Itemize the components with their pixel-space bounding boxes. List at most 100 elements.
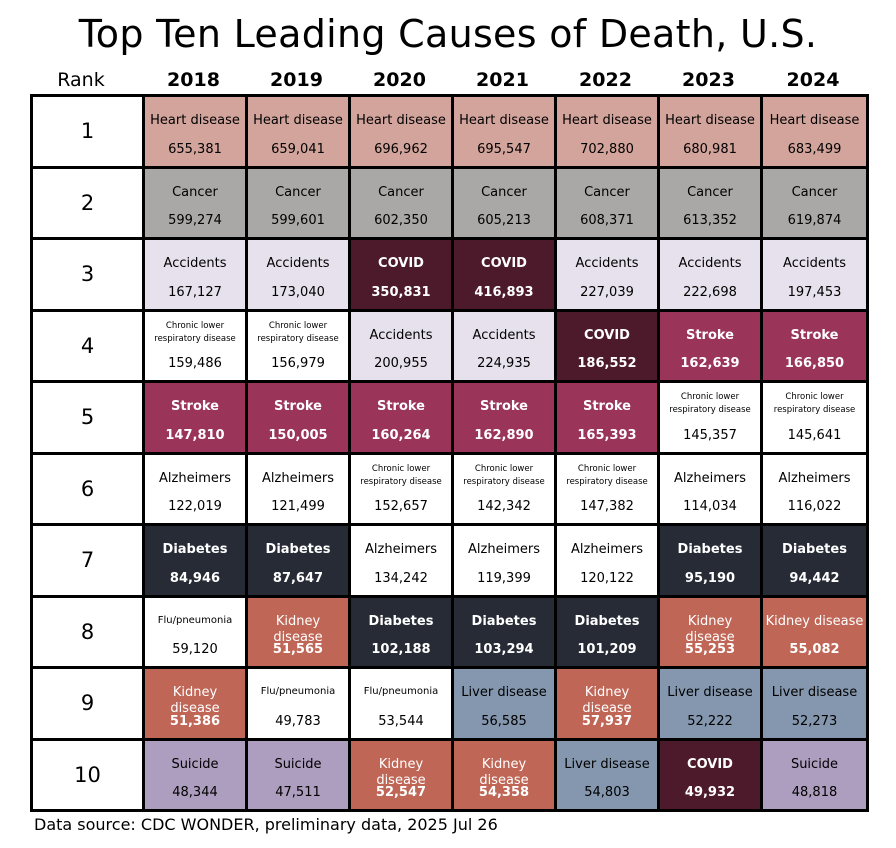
death-count: 122,019 — [168, 499, 222, 514]
cause-label: Alzheimers — [365, 542, 437, 557]
cause-label: Cancer — [791, 185, 838, 200]
death-count: 51,386 — [169, 714, 221, 729]
cause-label: Chronic lower respiratory disease — [257, 321, 339, 344]
cause-label: Heart disease — [356, 113, 446, 128]
death-count: 200,955 — [374, 356, 428, 371]
death-count: 55,253 — [684, 642, 736, 657]
cause-label: Heart disease — [150, 113, 240, 128]
cell-2018-rank-9: Kidney disease 51,386 — [142, 666, 248, 741]
death-count: 56,585 — [481, 714, 527, 729]
cell-2020-rank-4: Accidents 200,955 — [348, 309, 454, 383]
cause-label: Accidents — [575, 256, 639, 271]
death-count: 696,962 — [374, 142, 428, 157]
cause-label: Flu/pneumonia — [157, 615, 233, 626]
cell-2023-rank-4: Stroke 162,639 — [657, 309, 763, 383]
cause-label: Cancer — [378, 185, 424, 200]
cell-2023-rank-9: Liver disease 52,222 — [657, 666, 763, 741]
cell-2018-rank-3: Accidents 167,127 — [142, 237, 248, 312]
cause-label: Kidney disease — [582, 685, 632, 716]
death-count: 613,352 — [683, 213, 737, 228]
cause-label: Kidney disease — [170, 685, 220, 716]
death-count: 49,783 — [275, 714, 321, 729]
cause-label: Liver disease — [564, 757, 650, 772]
cause-label: Diabetes — [162, 542, 228, 557]
cell-2023-rank-1: Heart disease 680,981 — [657, 94, 763, 169]
death-count: 186,552 — [577, 356, 637, 371]
death-count: 659,041 — [271, 142, 325, 157]
cell-2024-rank-8: Kidney disease 55,082 — [760, 595, 869, 669]
cause-label: Heart disease — [769, 113, 860, 128]
death-count: 655,381 — [168, 142, 222, 157]
cell-2022-rank-10: Liver disease 54,803 — [554, 738, 660, 812]
cause-label: Flu/pneumonia — [363, 686, 439, 697]
cause-label: COVID — [378, 256, 424, 271]
year-header-2023: 2023 — [682, 69, 735, 91]
cause-label: Alzheimers — [778, 471, 851, 486]
cause-label: Cancer — [481, 185, 527, 200]
cause-label: Kidney disease — [685, 614, 735, 645]
cause-label: Chronic lower respiratory disease — [360, 464, 442, 487]
cause-label: Liver disease — [461, 685, 547, 700]
death-count: 162,639 — [680, 356, 740, 371]
cell-2023-rank-2: Cancer 613,352 — [657, 166, 763, 240]
death-count: 222,698 — [683, 285, 737, 300]
death-count: 608,371 — [580, 213, 634, 228]
cell-2018-rank-4: Chronic lower respiratory disease 159,486 — [142, 309, 248, 383]
cell-2018-rank-7: Diabetes 84,946 — [142, 523, 248, 598]
cell-2020-rank-8: Diabetes 102,188 — [348, 595, 454, 669]
cause-label: Stroke — [479, 399, 529, 414]
cause-label: Chronic lower respiratory disease — [463, 464, 545, 487]
year-header-2018: 2018 — [167, 69, 220, 91]
cause-label: Chronic lower respiratory disease — [154, 321, 236, 344]
death-count: 150,005 — [268, 428, 328, 443]
death-count: 103,294 — [474, 642, 534, 657]
cause-label: Accidents — [369, 328, 433, 343]
cause-label: Alzheimers — [571, 542, 643, 557]
year-header-2021: 2021 — [476, 69, 529, 91]
cause-label: Diabetes — [782, 542, 847, 557]
death-count: 142,342 — [477, 499, 531, 514]
cell-2024-rank-1: Heart disease 683,499 — [760, 94, 869, 169]
cell-2020-rank-10: Kidney disease 52,547 — [348, 738, 454, 812]
death-count: 680,981 — [683, 142, 737, 157]
death-count: 87,647 — [272, 571, 324, 586]
rank-cell-7: 7 — [30, 523, 145, 598]
cause-label: Accidents — [163, 256, 227, 271]
cause-label: Cancer — [172, 185, 218, 200]
year-header-2019: 2019 — [270, 69, 323, 91]
cell-2024-rank-10: Suicide 48,818 — [760, 738, 869, 812]
death-count: 94,442 — [789, 571, 840, 586]
death-count: 54,358 — [478, 785, 530, 800]
death-count: 599,601 — [271, 213, 325, 228]
death-count: 59,120 — [172, 642, 218, 657]
cause-label: Chronic lower respiratory disease — [669, 392, 751, 415]
death-count: 147,810 — [165, 428, 225, 443]
cause-label: Stroke — [273, 399, 323, 414]
data-source-note: Data source: CDC WONDER, preliminary dat… — [34, 815, 498, 834]
death-count: 416,893 — [474, 285, 534, 300]
cell-2023-rank-5: Chronic lower respiratory disease 145,357 — [657, 380, 763, 455]
cell-2018-rank-1: Heart disease 655,381 — [142, 94, 248, 169]
rank-cell-10: 10 — [30, 738, 145, 812]
cell-2020-rank-2: Cancer 602,350 — [348, 166, 454, 240]
cell-2024-rank-7: Diabetes 94,442 — [760, 523, 869, 598]
cell-2024-rank-3: Accidents 197,453 — [760, 237, 869, 312]
cause-label: Stroke — [685, 328, 735, 343]
cause-label: Accidents — [266, 256, 330, 271]
cell-2019-rank-5: Stroke 150,005 — [245, 380, 351, 455]
cause-label: Diabetes — [574, 614, 640, 629]
cause-label: Suicide — [790, 757, 839, 772]
cell-2019-rank-10: Suicide 47,511 — [245, 738, 351, 812]
cell-2022-rank-2: Cancer 608,371 — [554, 166, 660, 240]
death-count: 197,453 — [787, 285, 842, 300]
death-count: 619,874 — [787, 213, 842, 228]
cause-label: Stroke — [790, 328, 839, 343]
cause-label: Liver disease — [771, 685, 858, 700]
cell-2018-rank-5: Stroke 147,810 — [142, 380, 248, 455]
cell-2022-rank-7: Alzheimers 120,122 — [554, 523, 660, 598]
death-count: 121,499 — [271, 499, 325, 514]
cause-label: Kidney disease — [765, 614, 864, 629]
cell-2019-rank-7: Diabetes 87,647 — [245, 523, 351, 598]
death-count: 95,190 — [684, 571, 736, 586]
